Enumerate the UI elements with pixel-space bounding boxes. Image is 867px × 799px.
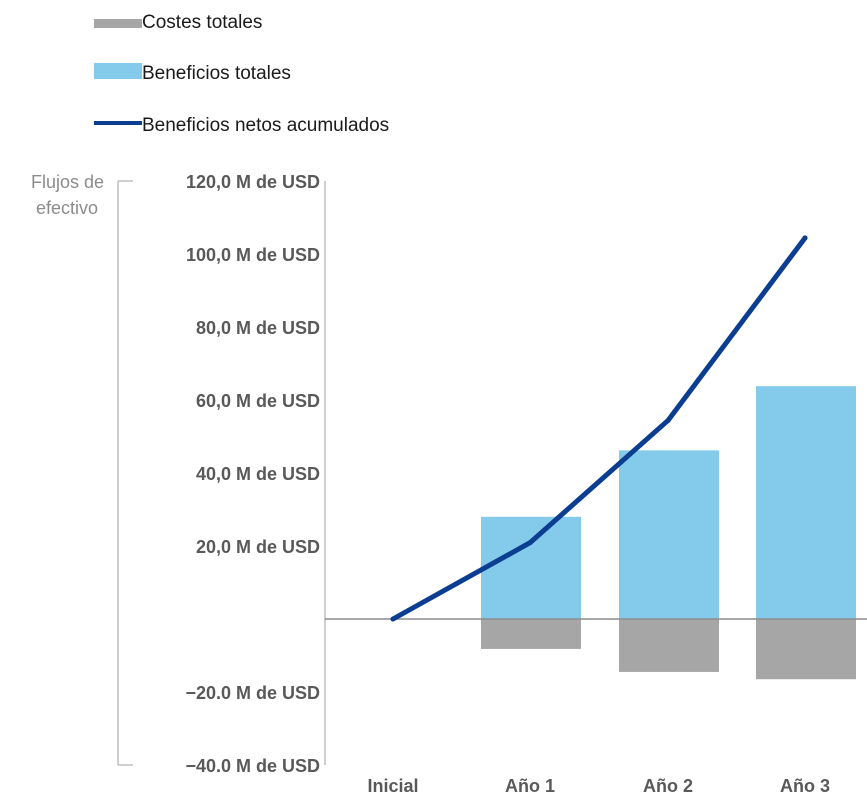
net-benefits-point bbox=[665, 417, 671, 423]
net-benefits-point bbox=[527, 540, 533, 546]
y-tick-label: 20,0 M de USD bbox=[196, 537, 320, 557]
benefit-bar-1 bbox=[481, 516, 581, 619]
y-axis-label: Flujos de bbox=[31, 172, 104, 192]
legend: Costes totales Beneficios totales Benefici… bbox=[94, 12, 389, 136]
y-tick-label: 40,0 M de USD bbox=[196, 464, 320, 484]
axis-bracket bbox=[117, 180, 133, 766]
y-tick-label: 120,0 M de USD bbox=[186, 172, 320, 192]
net-benefits-point bbox=[390, 616, 396, 622]
y-tick-label: −20.0 M de USD bbox=[185, 683, 320, 703]
net-benefits-point bbox=[802, 235, 808, 241]
cost-bar-1 bbox=[481, 619, 581, 649]
legend-swatch-1 bbox=[94, 63, 142, 79]
benefit-bar-3 bbox=[756, 386, 856, 619]
legend-swatch-0 bbox=[94, 19, 142, 28]
legend-label-0: Costes totales bbox=[142, 12, 262, 33]
y-axis: 120,0 M de USD 100,0 M de USD 80,0 M de US… bbox=[117, 172, 326, 776]
x-axis-labels: Inicial Año 1 Año 2 Año 3 bbox=[367, 776, 830, 796]
line-series bbox=[390, 235, 808, 622]
x-category-label: Año 2 bbox=[643, 776, 693, 796]
y-tick-label: 60,0 M de USD bbox=[196, 391, 320, 411]
legend-label-2: Beneficios netos acumulados bbox=[142, 115, 389, 136]
cost-bar-3 bbox=[756, 619, 856, 680]
x-category-label: Inicial bbox=[367, 776, 418, 796]
y-tick-label: 80,0 M de USD bbox=[196, 318, 320, 338]
y-tick-label: 100,0 M de USD bbox=[186, 245, 320, 265]
benefit-bar-2 bbox=[619, 450, 719, 619]
bars bbox=[481, 386, 856, 680]
y-tick-label: −40.0 M de USD bbox=[185, 756, 320, 776]
y-axis-label-line2: efectivo bbox=[36, 198, 98, 218]
net-benefits-line bbox=[390, 235, 808, 622]
x-category-label: Año 1 bbox=[505, 776, 555, 796]
x-category-label: Año 3 bbox=[780, 776, 830, 796]
cost-bar-2 bbox=[619, 619, 719, 672]
legend-label-1: Beneficios totales bbox=[142, 63, 291, 84]
